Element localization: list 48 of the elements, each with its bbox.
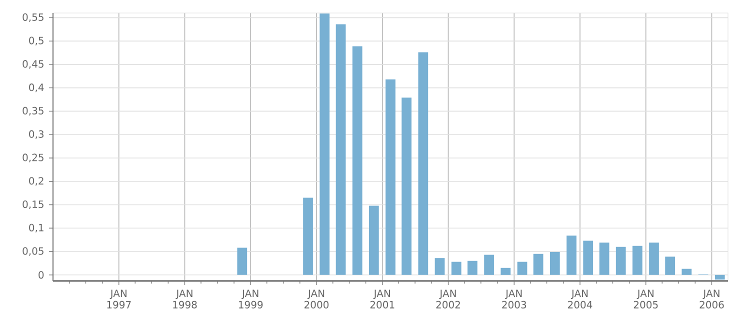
bar: [599, 242, 610, 275]
bar: [484, 254, 494, 275]
x-tick-label: JAN 1999: [239, 290, 263, 308]
bar: [500, 268, 511, 275]
x-tick-label: JAN 1997: [107, 290, 131, 308]
y-tick-label: 0: [38, 271, 44, 279]
y-tick-label: 0,5: [29, 36, 44, 46]
bar: [368, 206, 379, 275]
bar: [517, 262, 528, 275]
y-tick-label: 0,55: [22, 13, 44, 22]
bar: [434, 258, 445, 275]
y-tick-label: 0,3: [29, 130, 44, 139]
bar: [665, 256, 675, 275]
y-tick-label: 0,05: [22, 247, 44, 256]
y-tick-label: 0,25: [22, 154, 44, 162]
bar: [566, 236, 576, 275]
x-tick-label: JAN 2002: [436, 290, 460, 308]
x-tick-label: JAN 2003: [502, 290, 526, 308]
bar: [616, 246, 626, 275]
bar: [682, 268, 692, 275]
bar: [632, 246, 642, 275]
y-tick-label: 0,45: [22, 60, 44, 69]
y-tick-label: 0,15: [22, 200, 44, 210]
bar: [386, 79, 396, 275]
bar: [714, 274, 725, 280]
x-tick-label: JAN 2001: [370, 290, 394, 308]
y-tick-label: 0,2: [29, 177, 44, 186]
x-tick-label: JAN 2000: [304, 290, 329, 308]
bar: [418, 52, 428, 275]
x-tick-label: JAN 2004: [568, 290, 592, 308]
bar: [550, 252, 560, 275]
bar: [303, 198, 313, 275]
bar: [402, 98, 412, 275]
bar: [352, 46, 362, 275]
y-tick-label: 0,4: [29, 84, 44, 92]
bar: [237, 248, 248, 275]
bar: [533, 254, 544, 275]
bar: [451, 262, 462, 275]
bar: [583, 240, 594, 275]
bar: [336, 24, 346, 275]
x-tick-label: JAN 1998: [173, 290, 197, 308]
bar: [320, 13, 330, 275]
bar: [467, 260, 478, 275]
y-tick-label: 0,35: [22, 106, 44, 116]
y-tick-label: 0,1: [29, 224, 44, 232]
x-tick-label: JAN 2005: [634, 290, 658, 308]
x-tick-label: JAN 2006: [700, 290, 724, 308]
bar: [649, 242, 659, 275]
